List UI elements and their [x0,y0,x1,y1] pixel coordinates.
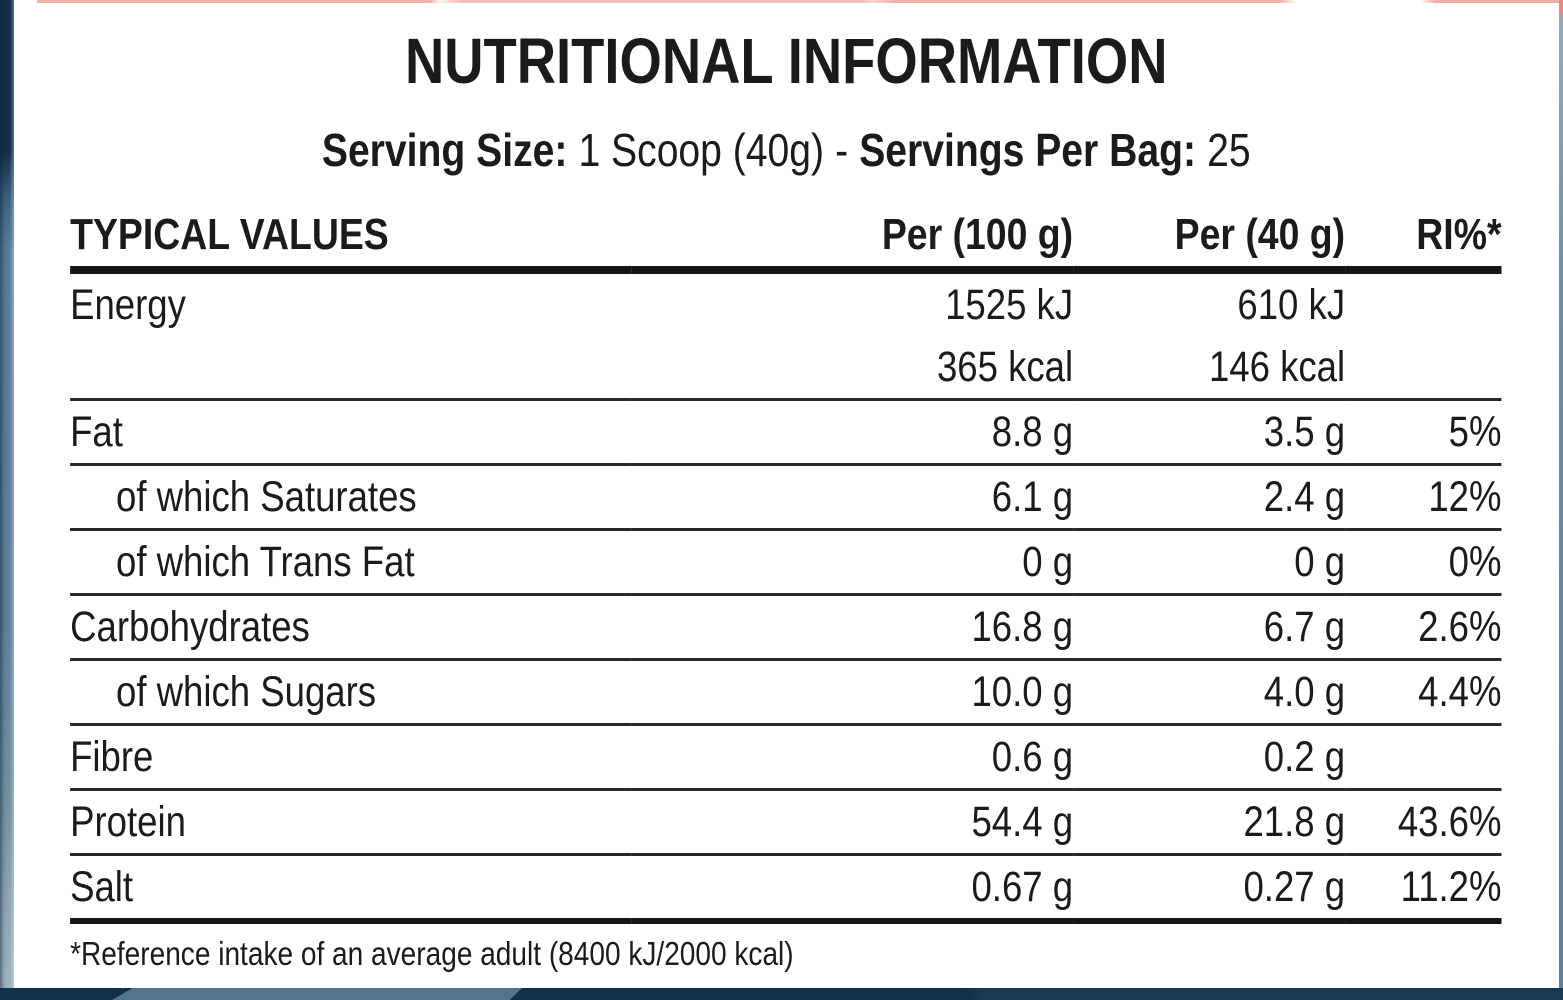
package-bottom-edge [0,988,1563,1000]
row-label: Carbohydrates [70,594,632,661]
table-row: of which Sugars 10.0 g 4.0 g 4.4% [70,659,1502,726]
value-line: 8.8 g [991,408,1074,456]
ri-percent-value [1345,270,1502,401]
row-label: of which Trans Fat [70,529,632,596]
serving-info: Serving Size: 1 Scoop (40g) - Servings P… [14,127,1558,174]
value-line: 54.4 g [971,798,1074,846]
column-header-typical-values: TYPICAL VALUES [70,204,632,274]
value-line: 0% [1448,538,1502,586]
table-header-row: TYPICAL VALUES Per (100 g) Per (40 g) RI… [70,204,1502,274]
table-row: Fibre 0.6 g 0.2 g [70,724,1502,791]
value-line: 11.2% [1400,863,1502,911]
per-100g-value: 0 g [631,529,1074,596]
table-row: Fat 8.8 g 3.5 g 5% [70,399,1502,466]
ri-percent-value: 4.4% [1345,659,1502,726]
per-100g-value: 1525 kJ 365 kcal [631,270,1074,401]
serving-size-label: Serving Size: [321,124,568,176]
per-40g-value: 3.5 g [1073,399,1346,466]
servings-per-bag-label: Servings Per Bag: [859,124,1197,176]
value-line: 2.6% [1418,603,1502,651]
serving-separator: - [835,124,849,176]
value-line: 146 kcal [1208,343,1346,391]
per-100g-value: 54.4 g [631,789,1074,856]
package-left-edge [0,0,14,1000]
package-right-edge [1559,0,1563,1000]
ri-percent-value [1345,724,1502,791]
value-line: 12% [1428,473,1502,521]
value-line: 21.8 g [1243,798,1346,846]
ri-percent-value: 5% [1345,399,1502,466]
nutrition-label-panel: NUTRITIONAL INFORMATION Serving Size: 1 … [14,3,1559,988]
package-bottom-highlight [112,988,522,1000]
value-line: 4.0 g [1263,668,1346,716]
value-line [1345,274,1501,336]
ri-percent-value: 2.6% [1345,594,1502,661]
value-line: 16.8 g [971,603,1074,651]
nutrition-label-content: NUTRITIONAL INFORMATION Serving Size: 1 … [14,3,1558,974]
table-row: Energy 1525 kJ 365 kcal 610 kJ 146 kcal [70,270,1502,401]
value-line: 0 g [1294,538,1346,586]
ri-percent-value: 43.6% [1345,789,1502,856]
per-100g-value: 10.0 g [631,659,1074,726]
value-line: 4.4% [1418,668,1502,716]
value-line: 3.5 g [1263,408,1346,456]
column-header-per-40g: Per (40 g) [1073,204,1346,274]
value-line: 6.1 g [991,473,1074,521]
table-row: Salt 0.67 g 0.27 g 11.2% [70,854,1502,924]
per-40g-value: 6.7 g [1073,594,1346,661]
row-label: Protein [70,789,632,856]
per-100g-value: 8.8 g [631,399,1074,466]
row-label: of which Saturates [70,464,632,531]
nutrition-title: NUTRITIONAL INFORMATION [404,25,1168,97]
row-label: Salt [70,854,632,924]
servings-per-bag-value: 25 [1207,124,1251,176]
value-line: 0.2 g [1263,733,1346,781]
table-body: Energy 1525 kJ 365 kcal 610 kJ 146 kcal Fat 8… [70,270,1502,924]
value-line: 0.67 g [971,863,1074,911]
value-line [1345,726,1501,788]
per-100g-value: 6.1 g [631,464,1074,531]
package-top-edge [14,0,1559,3]
per-40g-value: 0.27 g [1073,854,1346,924]
nutrition-table: TYPICAL VALUES Per (100 g) Per (40 g) RI… [70,204,1502,924]
value-line: 0 g [1022,538,1074,586]
table-row: of which Trans Fat 0 g 0 g 0% [70,529,1502,596]
per-100g-value: 16.8 g [631,594,1074,661]
table-row: Carbohydrates 16.8 g 6.7 g 2.6% [70,594,1502,661]
column-header-per-100g: Per (100 g) [631,204,1074,274]
row-label: Fat [70,399,632,466]
row-label: Energy [70,270,632,401]
value-line: 365 kcal [936,343,1074,391]
table-row: of which Saturates 6.1 g 2.4 g 12% [70,464,1502,531]
value-line: 1525 kJ [945,281,1074,329]
value-line: 10.0 g [971,668,1074,716]
value-line: 6.7 g [1263,603,1346,651]
serving-size-value: 1 Scoop (40g) [578,124,825,176]
value-line: 0.6 g [991,733,1074,781]
per-40g-value: 2.4 g [1073,464,1346,531]
value-line [1345,336,1501,398]
ri-percent-value: 12% [1345,464,1502,531]
per-40g-value: 0.2 g [1073,724,1346,791]
reference-footnote: *Reference intake of an average adult (8… [70,935,794,972]
column-header-ri-percent: RI%* [1345,204,1502,274]
per-40g-value: 21.8 g [1073,789,1346,856]
ri-percent-value: 11.2% [1345,854,1502,924]
value-line: 2.4 g [1263,473,1346,521]
value-line: 5% [1448,408,1502,456]
row-label: Fibre [70,724,632,791]
ri-percent-value: 0% [1345,529,1502,596]
per-40g-value: 4.0 g [1073,659,1346,726]
table-row: Protein 54.4 g 21.8 g 43.6% [70,789,1502,856]
value-line: 610 kJ [1237,281,1346,329]
per-100g-value: 0.6 g [631,724,1074,791]
value-line: 43.6% [1397,798,1502,846]
per-100g-value: 0.67 g [631,854,1074,924]
row-label: of which Sugars [70,659,632,726]
per-40g-value: 0 g [1073,529,1346,596]
per-40g-value: 610 kJ 146 kcal [1073,270,1346,401]
value-line: 0.27 g [1243,863,1346,911]
